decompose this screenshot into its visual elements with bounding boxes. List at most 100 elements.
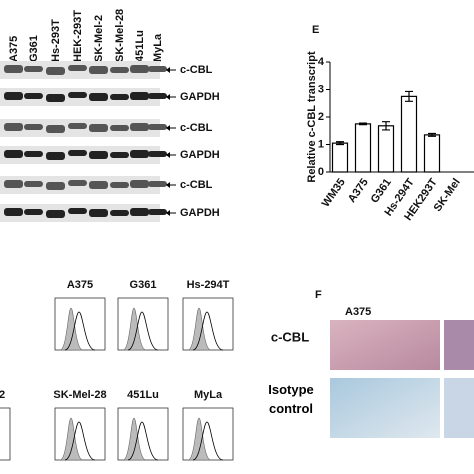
- histogram-title: Hs-294T: [187, 279, 230, 291]
- band: [89, 209, 108, 217]
- band: [148, 181, 167, 187]
- band-label: GAPDH: [180, 91, 220, 103]
- error-bar: [382, 121, 390, 131]
- lane-label: SK-Mel-28: [114, 9, 126, 62]
- lane-label: Hs-293T: [50, 19, 62, 62]
- band: [24, 124, 43, 130]
- histogram-frame: [54, 297, 106, 351]
- arrow-head: [166, 67, 170, 73]
- arrow-head: [166, 182, 170, 188]
- histogram-frame: [182, 297, 234, 351]
- band: [68, 92, 87, 98]
- bar: [423, 134, 441, 173]
- histogram-stain: [127, 421, 159, 461]
- histogram-isotype: [187, 307, 212, 351]
- band: [110, 152, 129, 158]
- y-tick-label: 3: [318, 83, 324, 95]
- row-label-box: Isotype control: [268, 382, 314, 416]
- bar: [354, 123, 372, 173]
- histogram-frame: [117, 407, 169, 461]
- band: [130, 150, 149, 158]
- band-label: c-CBL: [180, 64, 213, 76]
- band-label: c-CBL: [180, 122, 213, 134]
- error-bar: [405, 90, 413, 102]
- histogram-frame: [0, 407, 11, 461]
- histogram-title: G361: [130, 279, 157, 291]
- histogram-title: 451Lu: [127, 389, 159, 401]
- histogram-isotype: [187, 417, 212, 461]
- band-label: GAPDH: [180, 149, 220, 161]
- histogram-frame: [117, 297, 169, 351]
- band: [130, 208, 149, 216]
- band: [68, 150, 87, 156]
- histogram-isotype: [122, 307, 147, 351]
- band: [46, 152, 65, 160]
- arrow-head: [166, 152, 170, 158]
- band: [24, 93, 43, 99]
- band: [89, 151, 108, 159]
- ihc-image: [444, 320, 474, 370]
- band: [4, 180, 23, 188]
- band: [89, 66, 108, 74]
- bar: [331, 142, 349, 173]
- histogram-isotype: [122, 417, 147, 461]
- band: [89, 181, 108, 189]
- band: [148, 66, 167, 72]
- lane-label: SK-Mel-2: [93, 15, 105, 62]
- lane-label: MyLa: [152, 33, 164, 62]
- western-blot: A375 G361 Hs-293T HEK-293T SK-Mel-2 SK-Mel-28…: [0, 9, 220, 222]
- band: [4, 65, 23, 73]
- band: [89, 124, 108, 132]
- band: [130, 65, 149, 73]
- column-label: A375: [345, 306, 371, 318]
- error-bar: [428, 132, 436, 137]
- histogram-stain: [192, 421, 224, 461]
- ihc-image: [330, 378, 440, 438]
- histogram-title: SK-Mel-28: [53, 389, 106, 401]
- histogram-title: 2: [0, 389, 5, 401]
- histogram-frame: [54, 407, 106, 461]
- y-tick-label: 1: [318, 138, 324, 150]
- histogram-stain: [64, 311, 96, 351]
- arrow-head: [166, 210, 170, 216]
- band-label: GAPDH: [180, 207, 220, 219]
- band: [24, 181, 43, 187]
- band: [4, 208, 23, 216]
- band: [148, 93, 167, 99]
- panel-letter: F: [315, 289, 322, 301]
- band: [110, 94, 129, 100]
- band: [46, 210, 65, 218]
- band: [110, 182, 129, 188]
- band: [46, 67, 65, 75]
- band: [110, 67, 129, 73]
- histogram-isotype: [59, 417, 84, 461]
- x-tick-label: WM35: [320, 177, 348, 210]
- band: [110, 210, 129, 216]
- ihc-image: [444, 378, 474, 438]
- band: [148, 124, 167, 130]
- lane-label: HEK-293T: [72, 10, 84, 62]
- row-label: c-CBL: [271, 329, 309, 344]
- band: [148, 151, 167, 157]
- lane-label: 451Lu: [134, 30, 146, 62]
- x-tick-label: A375: [346, 177, 371, 205]
- histogram-stain: [64, 421, 96, 461]
- y-tick-label: 2: [318, 111, 324, 123]
- band: [24, 151, 43, 157]
- histogram-frame: [182, 407, 234, 461]
- band-label: c-CBL: [180, 179, 213, 191]
- error-bar: [336, 141, 344, 146]
- band: [46, 182, 65, 190]
- band: [46, 94, 65, 102]
- histogram-stain: [192, 311, 224, 351]
- lane-label: A375: [8, 36, 20, 62]
- band: [68, 180, 87, 186]
- y-tick-label: 4: [318, 56, 325, 68]
- y-tick-label: 0: [318, 166, 324, 178]
- lane-label: G361: [28, 35, 40, 62]
- band: [130, 180, 149, 188]
- band: [46, 125, 65, 133]
- arrow-head: [166, 94, 170, 100]
